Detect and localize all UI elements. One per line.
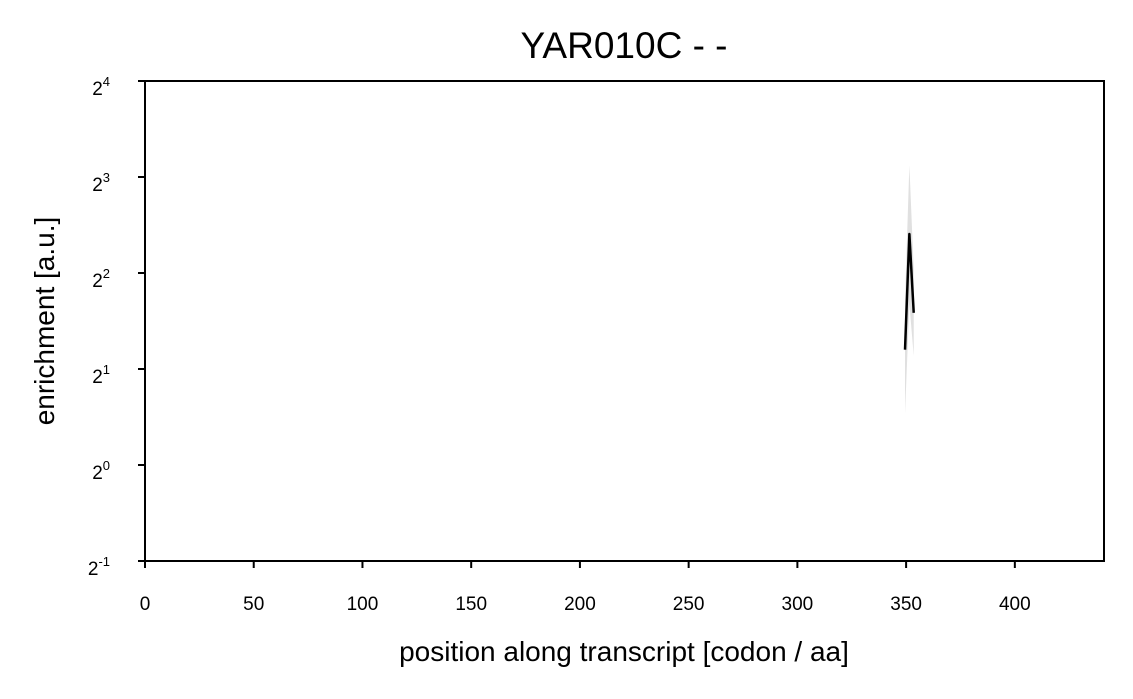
y-tick-label: 22 xyxy=(92,266,110,292)
y-tick-label: 24 xyxy=(92,74,110,100)
x-axis-ticks: 0 50 100 150 200 250 300 350 400 xyxy=(140,561,1031,615)
x-tick-label: 400 xyxy=(999,594,1031,615)
plot-area-frame xyxy=(144,80,1105,562)
y-tick-base: 2 xyxy=(92,367,103,388)
y-tick-exponent: 4 xyxy=(103,74,110,89)
y-tick-base: 2 xyxy=(92,271,103,292)
x-axis-label: position along transcript [codon / aa] xyxy=(399,636,849,667)
y-tick-exponent: 0 xyxy=(103,458,110,473)
x-tick-label: 300 xyxy=(782,594,814,615)
y-tick-label: 2-1 xyxy=(88,554,110,580)
y-tick-base: 2 xyxy=(92,175,103,196)
plot-series xyxy=(903,165,915,414)
x-tick-label: 250 xyxy=(673,594,705,615)
x-tick-label: 0 xyxy=(140,594,151,615)
x-tick-label: 200 xyxy=(564,594,596,615)
y-tick-label: 21 xyxy=(92,362,110,388)
y-tick-base: 2 xyxy=(92,79,103,100)
y-axis-label: enrichment [a.u.] xyxy=(29,217,60,426)
y-tick-label: 23 xyxy=(92,170,110,196)
confidence-band xyxy=(905,165,914,414)
y-tick-exponent: 3 xyxy=(103,170,110,185)
y-tick-base: 2 xyxy=(92,463,103,484)
x-tick-label: 150 xyxy=(455,594,487,615)
x-tick-label: 100 xyxy=(347,594,379,615)
y-tick-base: 2 xyxy=(88,559,99,580)
chart-title: YAR010C - - xyxy=(521,25,728,66)
x-tick-label: 350 xyxy=(890,594,922,615)
y-tick-label: 20 xyxy=(92,458,110,484)
y-tick-exponent: 1 xyxy=(103,362,110,377)
y-tick-exponent: 2 xyxy=(103,266,110,281)
y-tick-exponent: -1 xyxy=(98,554,110,569)
x-tick-label: 50 xyxy=(243,594,264,615)
